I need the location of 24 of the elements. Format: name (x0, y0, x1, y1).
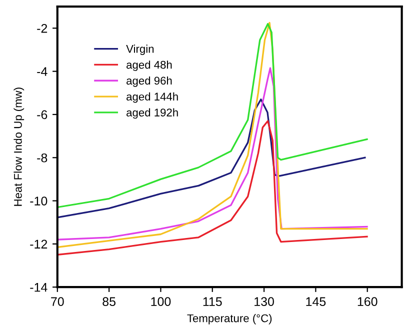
legend-label: aged 96h (126, 76, 172, 87)
legend-label: aged 48h (126, 60, 172, 71)
y-tick-label: -14 (30, 283, 48, 292)
y-axis-title: Heat Flow Indo Up (mw) (14, 88, 24, 206)
x-tick-label: 100 (151, 297, 171, 306)
x-tick-label: 160 (358, 297, 378, 306)
legend-label: Virgin (126, 44, 154, 56)
line-series (57, 22, 368, 248)
x-tick-label: 115 (203, 297, 222, 306)
line-series (57, 120, 368, 256)
x-tick-label: 130 (254, 297, 274, 306)
y-tick-label: -8 (37, 153, 48, 162)
y-tick-label: -2 (37, 24, 48, 33)
y-tick-label: -6 (37, 110, 48, 120)
y-tick-label: -4 (37, 67, 48, 76)
legend-label: aged 144h (126, 92, 178, 103)
line-series (57, 23, 368, 208)
x-tick-label: 70 (51, 297, 64, 306)
x-tick-label: 145 (306, 297, 326, 306)
x-axis-title: Temperature (°C) (187, 314, 272, 324)
y-tick-label: -12 (30, 240, 48, 248)
x-tick-label: 85 (102, 297, 116, 306)
y-tick-label: -10 (30, 196, 48, 206)
legend-label: aged 192h (126, 108, 178, 119)
